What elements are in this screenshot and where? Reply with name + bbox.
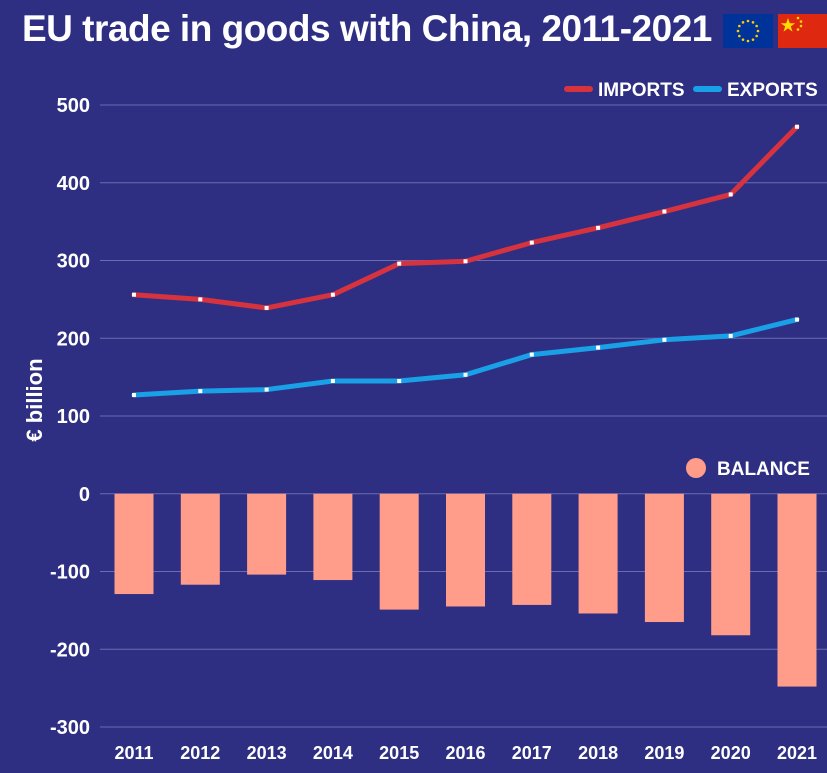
exports-point (397, 379, 402, 384)
x-tick-labels: 2011 2012 2013 2014 2015 2016 2017 2018 2019 2020… (114, 743, 817, 763)
y-tick-label: 200 (57, 328, 90, 350)
legend: IMPORTS EXPORTS BALANCE (564, 80, 818, 480)
balance-bar (379, 493, 419, 610)
y-tick-label: 0 (79, 484, 90, 506)
imports-point (662, 209, 667, 214)
imports-point (397, 261, 402, 266)
trade-lines (131, 124, 800, 398)
balance-bar (446, 493, 485, 607)
balance-bar (247, 493, 287, 575)
legend-balance-label: BALANCE (717, 459, 810, 480)
y-tick-label: -100 (50, 562, 90, 584)
x-tick-label: 2014 (313, 743, 353, 763)
x-tick-label: 2020 (711, 743, 751, 763)
imports-line (131, 124, 800, 311)
imports-point (463, 259, 468, 264)
y-tick-label: -200 (50, 639, 90, 661)
balance-bar (711, 493, 751, 636)
balance-bar (644, 493, 684, 623)
imports-point (596, 225, 601, 230)
x-tick-label: 2015 (379, 743, 419, 763)
x-tick-label: 2013 (247, 743, 287, 763)
exports-point (463, 372, 468, 377)
china-flag-icon (778, 14, 827, 48)
balance-bar (180, 493, 220, 585)
imports-point (330, 292, 335, 297)
y-tick-label: 300 (57, 251, 90, 273)
balance-bar (313, 493, 353, 581)
y-tick-label: -300 (50, 717, 90, 739)
y-tick-labels: 500 400 300 200 100 0 -100 -200 -300 (50, 95, 90, 739)
legend-imports-label: IMPORTS (598, 80, 685, 101)
legend-balance-swatch (686, 458, 706, 478)
imports-point (132, 292, 136, 297)
imports-point (264, 305, 269, 310)
x-tick-label: 2012 (180, 743, 220, 763)
exports-point (728, 333, 733, 338)
exports-point (662, 337, 667, 342)
exports-point (132, 393, 136, 398)
y-axis-label: € billion (22, 358, 47, 441)
legend-exports-label: EXPORTS (727, 80, 818, 101)
x-tick-label: 2016 (445, 743, 485, 763)
exports-point (529, 352, 534, 357)
imports-point (795, 124, 799, 129)
y-tick-label: 500 (57, 95, 90, 117)
imports-point (198, 297, 203, 302)
exports-point (264, 387, 269, 392)
x-tick-label: 2017 (512, 743, 552, 763)
exports-line (131, 317, 800, 398)
eu-flag-icon (723, 14, 773, 48)
x-tick-label: 2011 (114, 743, 153, 763)
x-tick-label: 2018 (578, 743, 618, 763)
imports-point (529, 240, 534, 245)
exports-point (596, 345, 601, 350)
exports-point (795, 317, 799, 322)
x-tick-label: 2021 (777, 743, 817, 763)
imports-point (728, 192, 733, 197)
gridlines (100, 104, 827, 728)
balance-bars (114, 493, 817, 687)
exports-point (330, 379, 335, 384)
balance-bar (114, 493, 154, 595)
balance-bar (512, 493, 552, 605)
y-tick-label: 400 (57, 173, 90, 195)
page-title: EU trade in goods with China, 2011-2021 (22, 8, 712, 49)
balance-bar (777, 493, 817, 687)
x-tick-label: 2019 (644, 743, 684, 763)
balance-bar (578, 493, 618, 614)
y-tick-label: 100 (57, 406, 90, 428)
exports-point (198, 389, 203, 394)
